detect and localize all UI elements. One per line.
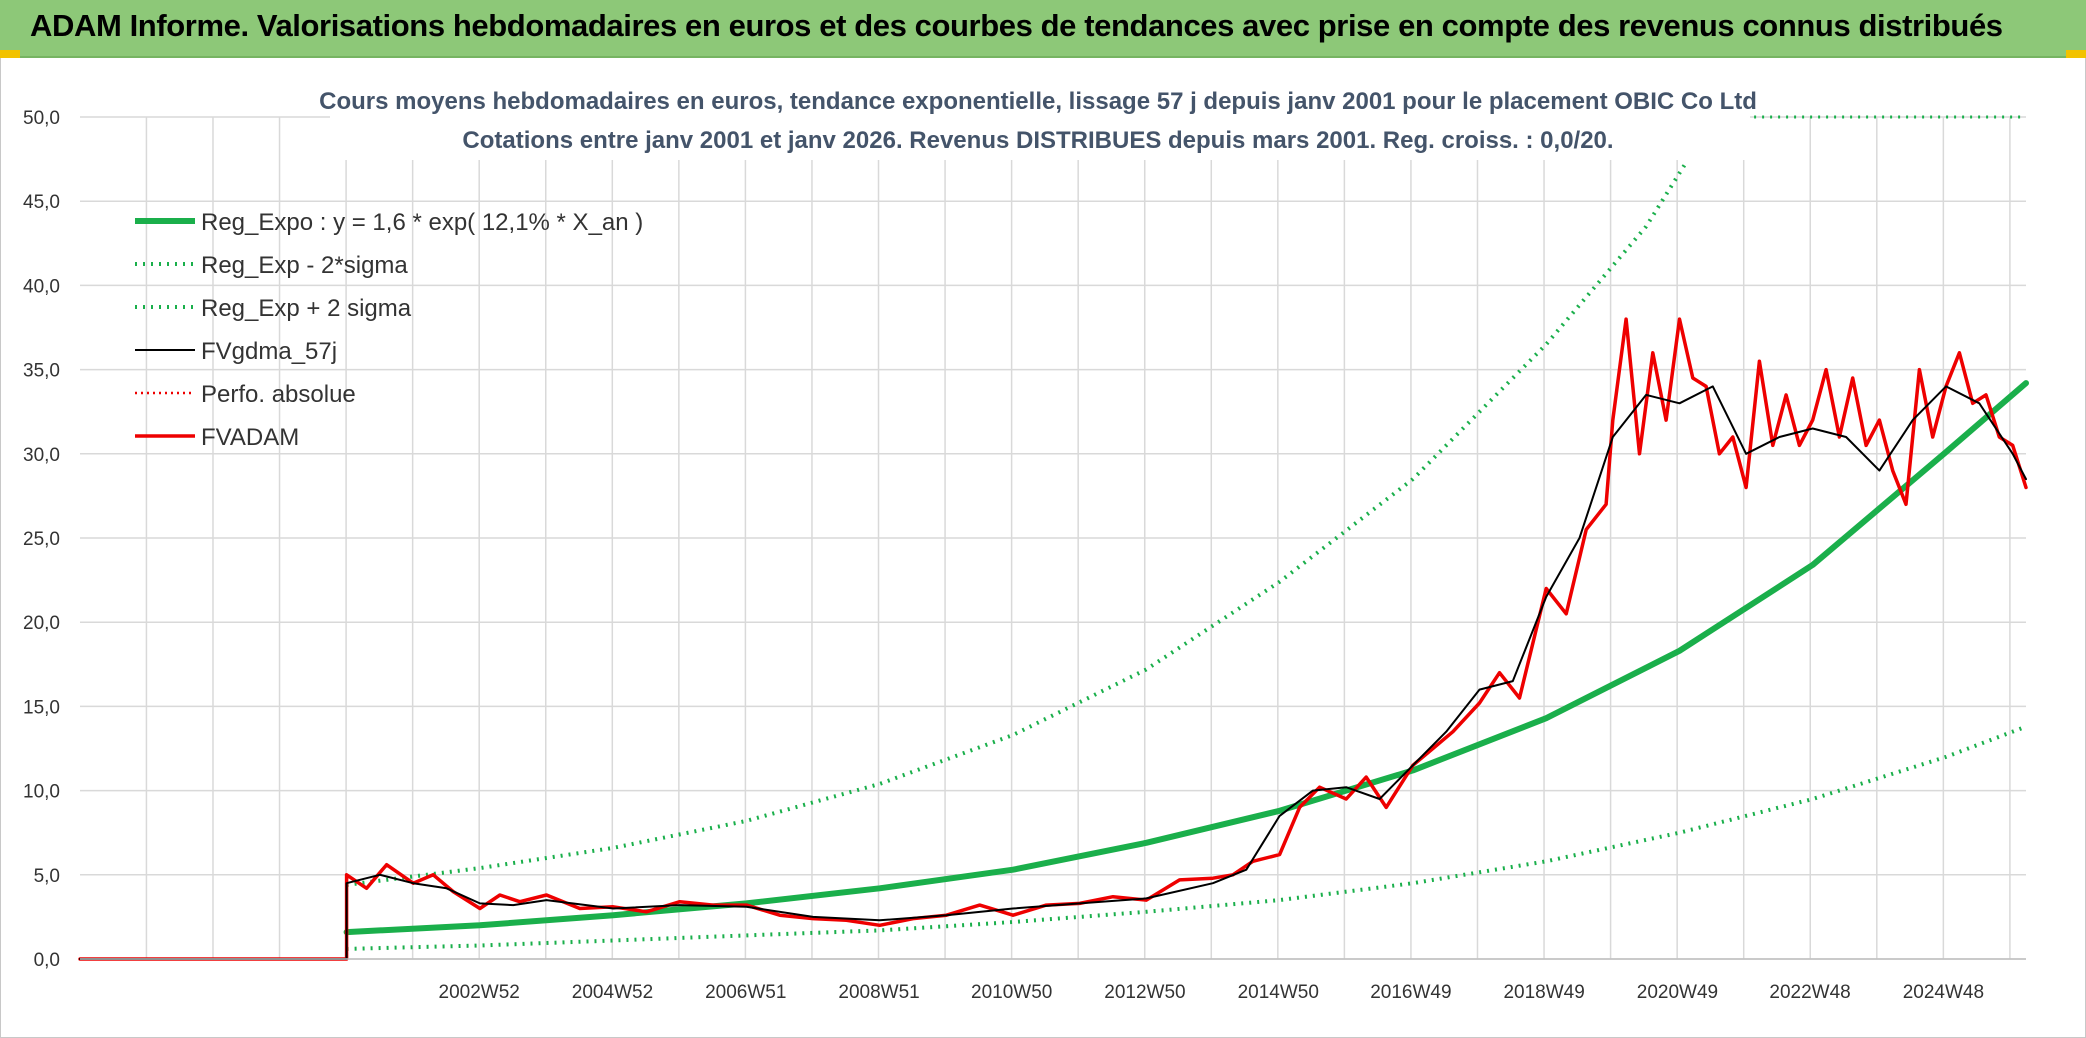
series-line-2 [346,161,1688,887]
x-tick-label: 2010W50 [971,982,1052,1003]
y-tick-label: 50,0 [23,108,60,129]
x-tick-label: 2016W49 [1370,982,1451,1003]
header-bar: ADAM Informe. Valorisations hebdomadaire… [0,0,2086,58]
legend-label-0: Reg_Expo : y = 1,6 * exp( 12,1% * X_an ) [201,209,643,236]
corner-marker-right [2066,50,2086,58]
chart-grid [80,116,2026,960]
chart-subtitle: Cotations entre janv 2001 et janv 2026. … [462,127,1613,154]
legend-label-4: FVgdma_57j [201,338,337,365]
series-line-0 [343,380,2029,936]
legend-label-6: FVADAM [201,424,299,451]
legend-label-2: Reg_Exp + 2 sigma [201,295,412,322]
y-tick-label: 5,0 [34,866,60,887]
x-tick-label: 2008W51 [838,982,919,1003]
x-tick-label: 2022W48 [1769,982,1850,1003]
series-line-4 [79,385,2027,960]
legend-label-5: Perfo. absolue [201,381,356,408]
y-tick-label: 30,0 [23,445,60,466]
chart-title: Cours moyens hebdomadaires en euros, ten… [319,88,1757,115]
y-tick-label: 15,0 [23,697,60,718]
x-tick-label: 2020W49 [1637,982,1718,1003]
x-tick-label: 2006W51 [705,982,786,1003]
x-tick-label: 2018W49 [1503,982,1584,1003]
legend-label-1: Reg_Exp - 2*sigma [201,252,408,279]
chart-legend: Reg_Expo : y = 1,6 * exp( 12,1% * X_an )… [135,209,643,451]
chart-axes: 0,0 5,0 10,0 15,0 20,0 25,0 30,0 35,0 40,0 45,0 50… [23,108,2026,1003]
x-tick-label: 2024W48 [1903,982,1984,1003]
x-tick-label: 2004W52 [572,982,653,1003]
y-tick-label: 20,0 [23,613,60,634]
y-tick-label: 25,0 [23,529,60,550]
y-tick-label: 40,0 [23,276,60,297]
page-title: ADAM Informe. Valorisations hebdomadaire… [30,8,2003,43]
series-line-1 [346,724,2027,951]
y-tick-label: 45,0 [23,192,60,213]
y-tick-label: 35,0 [23,361,60,382]
chart-titles: Cours moyens hebdomadaires en euros, ten… [319,80,1757,160]
corner-marker-left [0,50,20,58]
title-background [330,80,1750,160]
series-line-6 [78,317,2028,961]
chart-series [78,115,2029,961]
x-tick-label: 2014W50 [1238,982,1319,1003]
x-tick-label: 2002W52 [439,982,520,1003]
y-tick-label: 0,0 [34,950,60,971]
x-tick-label: 2012W50 [1104,982,1185,1003]
y-tick-label: 10,0 [23,782,60,803]
